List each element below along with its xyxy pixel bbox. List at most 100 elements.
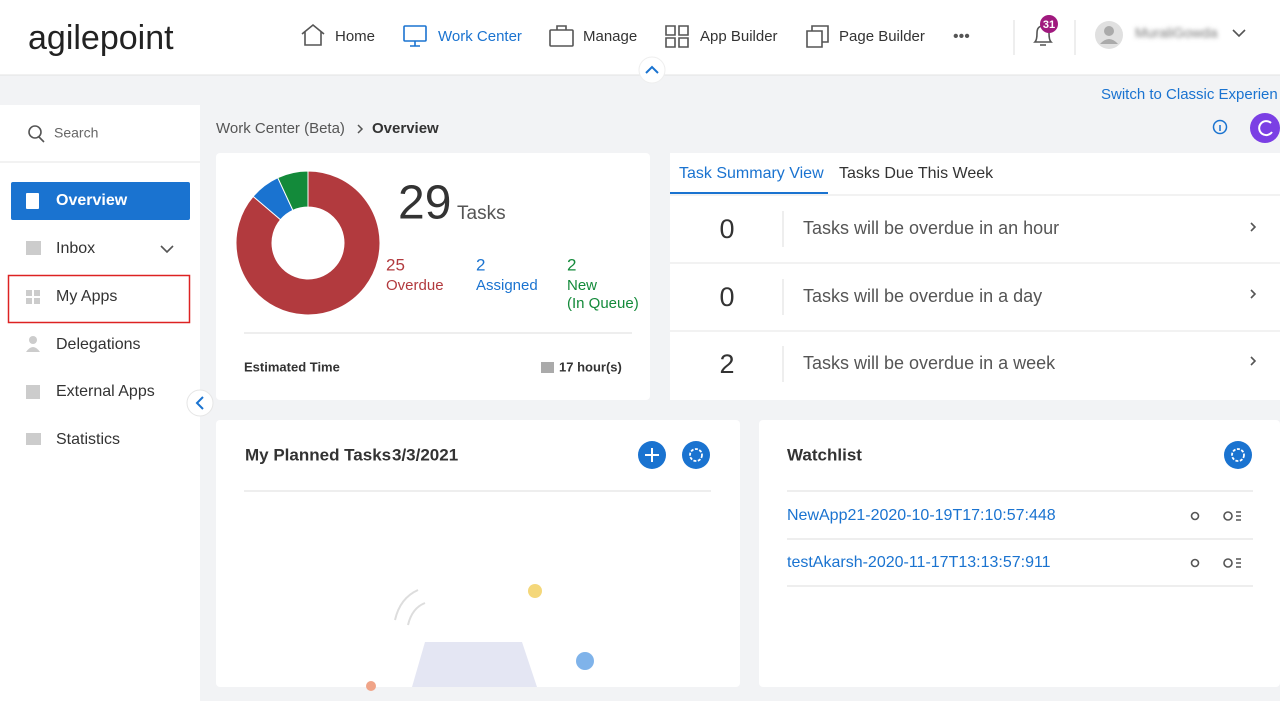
nav-overview[interactable]: Overview bbox=[56, 192, 128, 209]
tab-active[interactable]: Task Summary View bbox=[679, 165, 824, 182]
settings-button[interactable] bbox=[682, 441, 710, 469]
illustration bbox=[528, 584, 542, 598]
nav-external-apps[interactable]: External Apps bbox=[56, 383, 155, 400]
row-text[interactable]: Tasks will be overdue in a day bbox=[803, 286, 1042, 306]
watchlist-title: Watchlist bbox=[787, 445, 862, 464]
pages-icon bbox=[806, 25, 829, 48]
header bbox=[0, 0, 1280, 75]
overdue-label[interactable]: Overdue bbox=[386, 277, 444, 294]
donut-chart bbox=[235, 170, 381, 316]
collapse-header[interactable] bbox=[638, 56, 666, 84]
breadcrumb-separator bbox=[357, 124, 364, 134]
overdue-count: 25 bbox=[386, 255, 405, 274]
new-label[interactable]: New bbox=[567, 277, 597, 294]
summary-card bbox=[216, 153, 650, 400]
active-item bbox=[11, 182, 190, 220]
user-name[interactable]: MuraliGowda bbox=[1135, 25, 1218, 41]
planned-date: 3/3/2021 bbox=[392, 445, 458, 464]
monitor-stand bbox=[410, 41, 420, 47]
apps-icon bbox=[26, 290, 40, 304]
nav-my-apps[interactable]: My Apps bbox=[56, 288, 117, 305]
nav-work-center[interactable]: Work Center bbox=[438, 28, 522, 45]
watchlist-item[interactable]: testAkarsh-2020-11-17T13:13:57:911 bbox=[787, 554, 1051, 571]
row-chevron[interactable] bbox=[1250, 222, 1257, 232]
refresh-button[interactable] bbox=[1250, 113, 1280, 143]
nav-statistics[interactable]: Statistics bbox=[56, 431, 120, 448]
item-icon bbox=[1236, 558, 1241, 568]
planned-title: My Planned Tasks bbox=[245, 445, 391, 464]
nav-manage[interactable]: Manage bbox=[583, 28, 637, 45]
user-chevron[interactable] bbox=[1232, 29, 1246, 38]
assigned-count: 2 bbox=[476, 255, 485, 274]
inbox-chevron[interactable] bbox=[160, 245, 174, 254]
item-icon bbox=[1236, 511, 1241, 521]
breadcrumb-current: Overview bbox=[372, 120, 439, 137]
delegations-icon-body bbox=[26, 347, 40, 352]
notification-count: 31 bbox=[1043, 19, 1055, 31]
row-count: 2 bbox=[719, 349, 734, 379]
external-icon bbox=[26, 385, 40, 399]
task-summary-panel bbox=[670, 153, 1280, 400]
tab[interactable]: Tasks Due This Week bbox=[839, 165, 994, 182]
watchlist-panel bbox=[759, 420, 1280, 687]
search-icon bbox=[28, 125, 42, 139]
illustration bbox=[394, 589, 426, 626]
new-note: (In Queue) bbox=[567, 295, 639, 312]
home-icon bbox=[301, 23, 325, 46]
switch-link[interactable]: Switch to Classic Experien bbox=[1101, 86, 1278, 103]
row-count: 0 bbox=[719, 282, 734, 312]
gear-icon bbox=[689, 448, 703, 462]
new-count: 2 bbox=[567, 255, 576, 274]
donut-segment[interactable] bbox=[277, 170, 309, 211]
illustration bbox=[366, 681, 376, 691]
highlight-box bbox=[7, 274, 191, 324]
logo[interactable]: agilepoint bbox=[28, 19, 174, 57]
gear-icon bbox=[1231, 448, 1245, 462]
nav-delegations[interactable]: Delegations bbox=[56, 336, 141, 353]
breadcrumb-parent[interactable]: Work Center (Beta) bbox=[216, 120, 345, 137]
add-icon bbox=[645, 448, 659, 462]
inbox-icon bbox=[26, 241, 41, 255]
collapse-arrow bbox=[645, 65, 659, 74]
info-icon[interactable] bbox=[1212, 119, 1228, 135]
settings-button[interactable] bbox=[1224, 441, 1252, 469]
donut-segment[interactable] bbox=[235, 170, 381, 316]
badge bbox=[1040, 15, 1058, 33]
more-menu[interactable]: ••• bbox=[953, 28, 970, 45]
search-handle bbox=[38, 136, 45, 143]
total-count: 29 bbox=[398, 177, 451, 230]
item-icon[interactable] bbox=[1190, 511, 1200, 521]
briefcase-icon bbox=[549, 29, 574, 47]
planned-panel bbox=[216, 420, 740, 687]
search-input[interactable]: Search bbox=[54, 125, 98, 141]
assigned-label[interactable]: Assigned bbox=[476, 277, 538, 294]
briefcase-handle bbox=[556, 25, 567, 30]
nav-app-builder[interactable]: App Builder bbox=[700, 28, 778, 45]
watchlist-item[interactable]: NewApp21-2020-10-19T17:10:57:448 bbox=[787, 507, 1056, 524]
item-icon[interactable] bbox=[1223, 558, 1233, 568]
nav-home[interactable]: Home bbox=[335, 28, 375, 45]
row-text[interactable]: Tasks will be overdue in an hour bbox=[803, 218, 1059, 238]
illustration bbox=[576, 652, 594, 670]
row-text[interactable]: Tasks will be overdue in a week bbox=[803, 353, 1056, 373]
nav-inbox[interactable]: Inbox bbox=[56, 240, 95, 257]
collapse-arrow bbox=[195, 396, 204, 410]
total-label: Tasks bbox=[457, 203, 506, 224]
row-chevron[interactable] bbox=[1250, 356, 1257, 366]
illustration bbox=[412, 642, 537, 687]
nav-page-builder[interactable]: Page Builder bbox=[839, 28, 925, 45]
grid-icon bbox=[665, 25, 689, 48]
refresh-icon bbox=[1258, 120, 1273, 137]
row-chevron[interactable] bbox=[1250, 289, 1257, 299]
row-count: 0 bbox=[719, 214, 734, 244]
collapse-sidebar[interactable] bbox=[186, 389, 214, 417]
delegations-icon bbox=[29, 336, 37, 344]
estimated-label: Estimated Time bbox=[244, 359, 340, 374]
item-icon[interactable] bbox=[1190, 558, 1200, 568]
estimated-value: 17 hour(s) bbox=[559, 359, 622, 374]
overview-icon bbox=[26, 193, 39, 209]
item-icon[interactable] bbox=[1223, 511, 1233, 521]
